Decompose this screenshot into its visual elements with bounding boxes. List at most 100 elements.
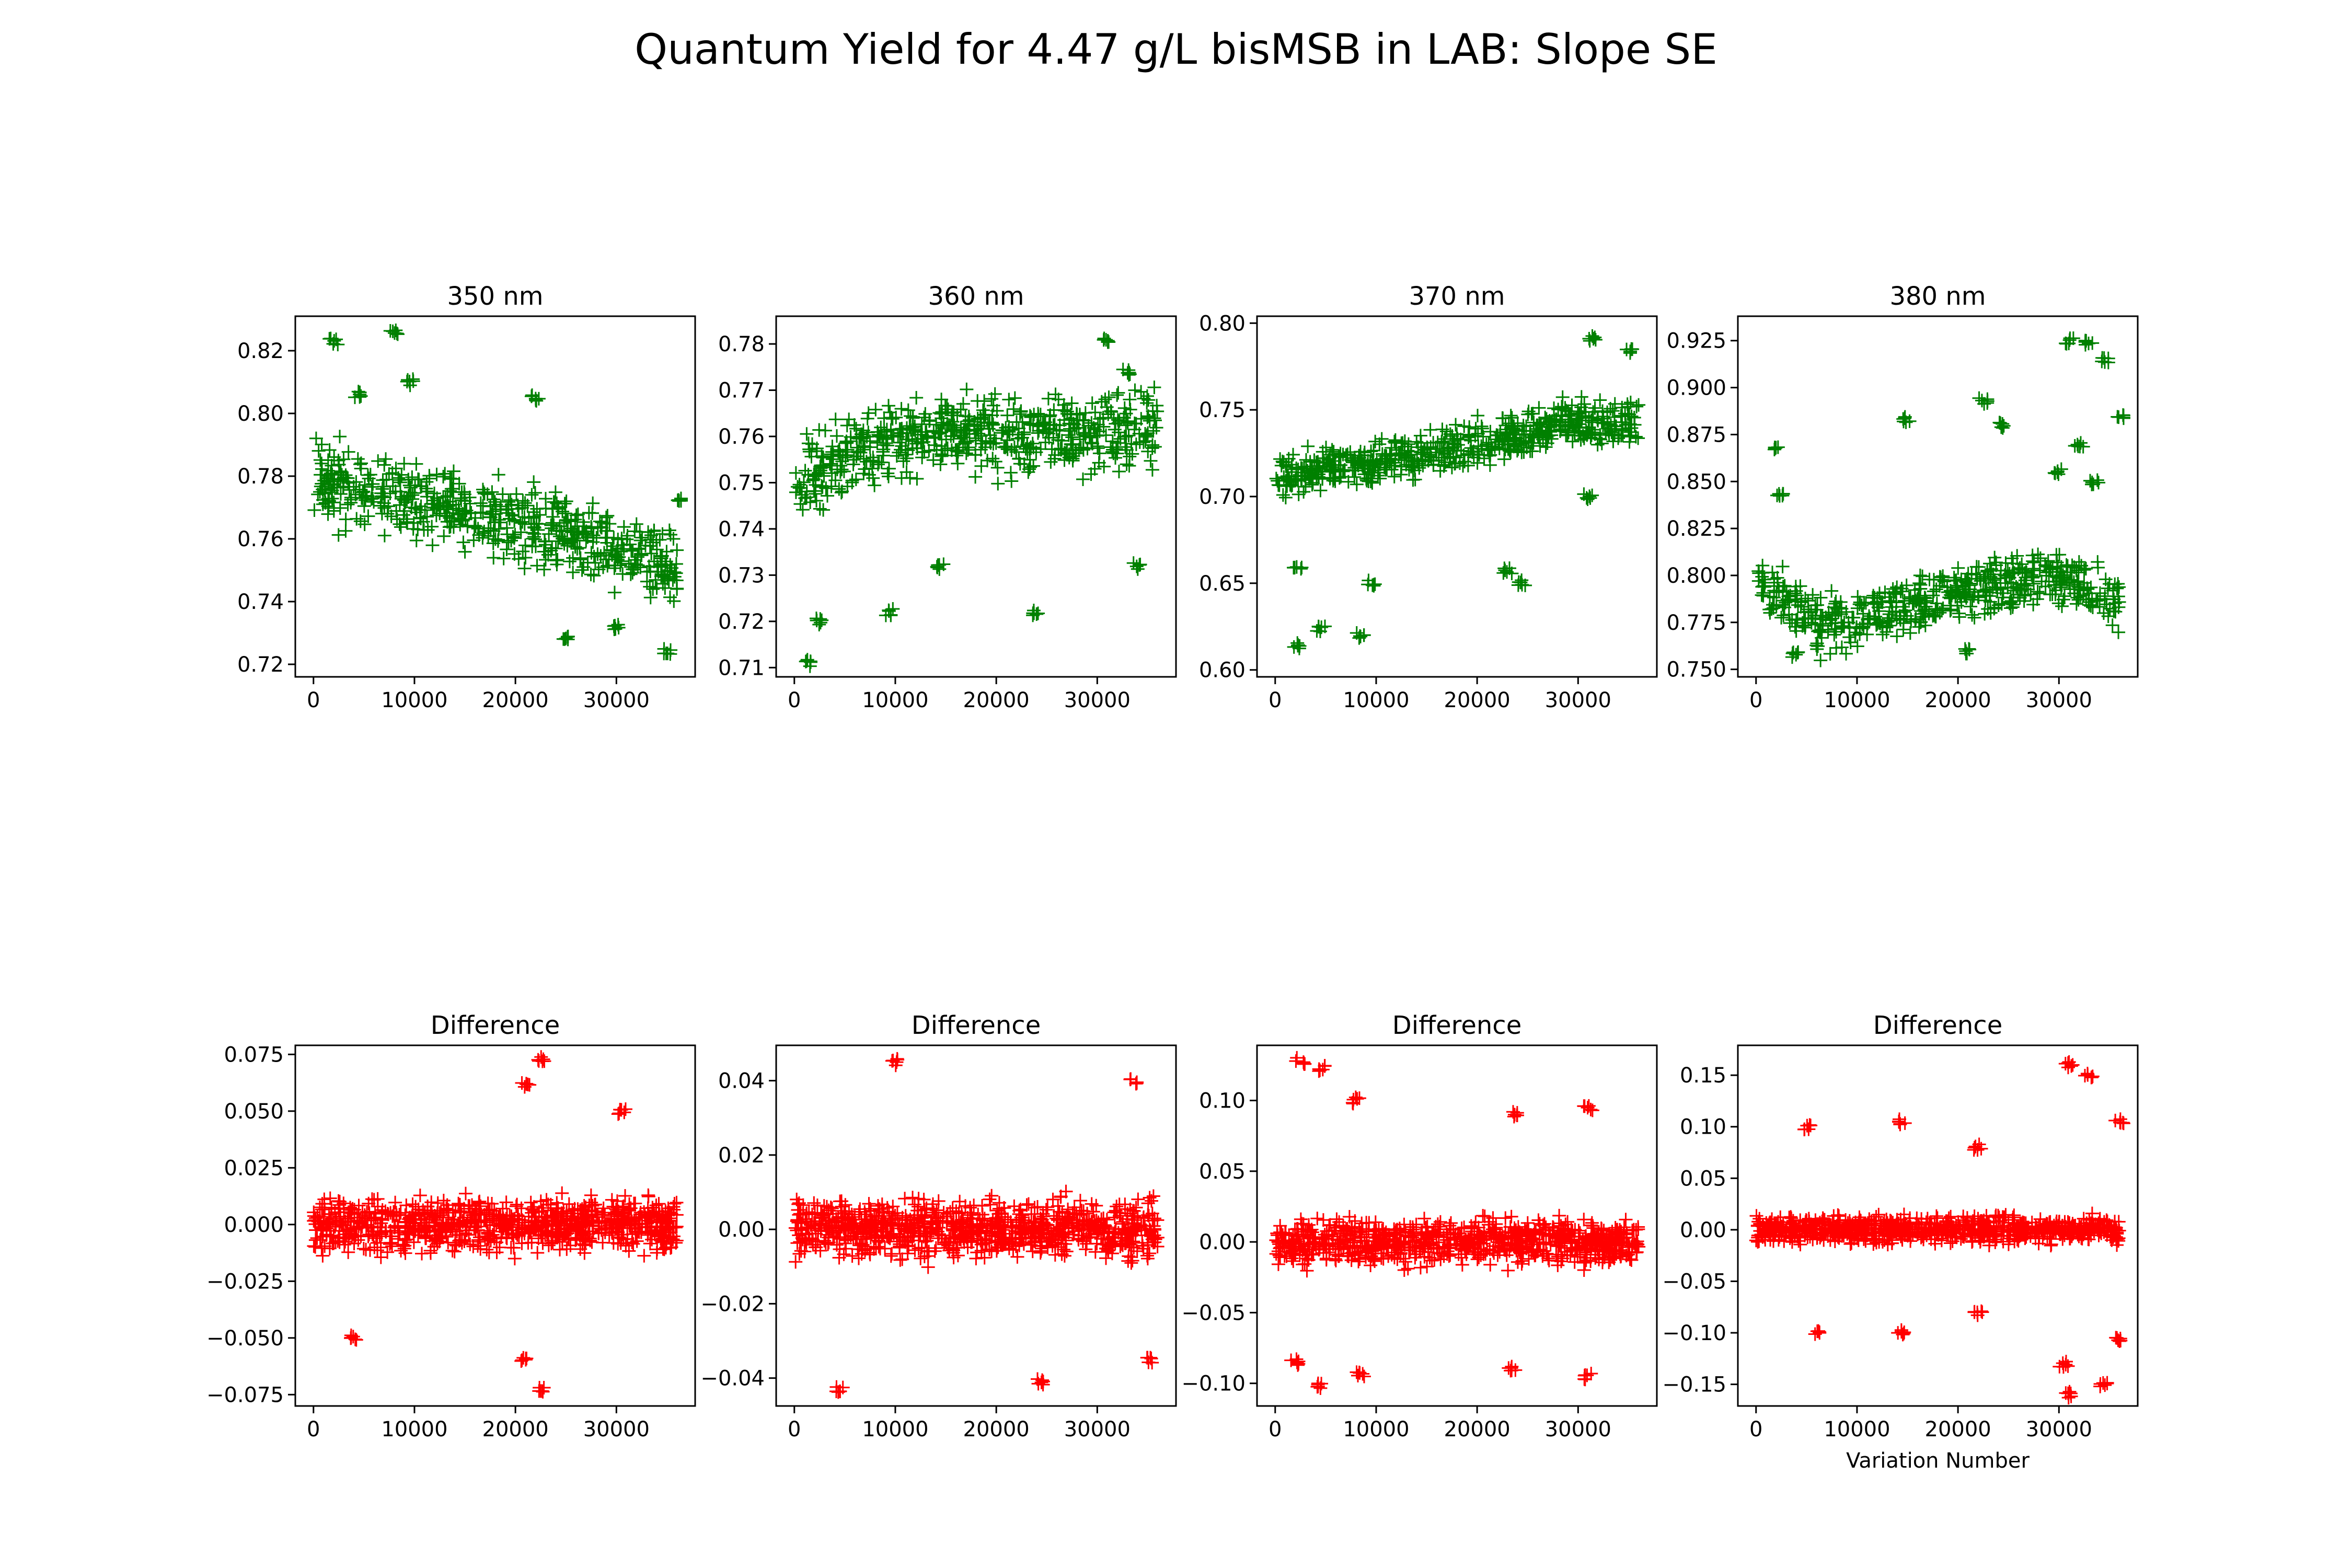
- data-point: [314, 468, 328, 482]
- data-point: [1137, 391, 1151, 406]
- data-point: [570, 542, 584, 556]
- y-tick-label: 0.74: [237, 590, 284, 614]
- data-point: [322, 443, 337, 457]
- x-tick-label: 0: [307, 1417, 320, 1442]
- data-point: [381, 499, 395, 513]
- data-point: [1108, 422, 1122, 436]
- data-point: [1084, 467, 1098, 481]
- data-point: [670, 573, 684, 587]
- data-point: [537, 562, 551, 577]
- data-point: [556, 504, 570, 518]
- x-tick-label: 20000: [1925, 688, 1991, 712]
- data-point: [1105, 434, 1120, 448]
- data-point: [790, 480, 804, 494]
- data-point: [331, 528, 345, 542]
- data-point: [828, 473, 843, 487]
- data-point: [564, 534, 579, 548]
- data-point: [533, 508, 547, 522]
- data-point: [1146, 424, 1160, 438]
- data-point: [1052, 393, 1066, 407]
- y-tick-label: 0.60: [1199, 659, 1246, 683]
- data-point: [412, 472, 426, 487]
- data-point: [406, 488, 420, 502]
- data-point: [810, 444, 824, 458]
- data-point: [1471, 409, 1485, 423]
- data-point: [546, 510, 560, 524]
- data-point: [894, 402, 908, 416]
- data-point: [963, 413, 977, 427]
- data-point: [603, 517, 617, 531]
- data-point: [816, 503, 831, 517]
- data-point: [1112, 465, 1126, 479]
- data-point: [971, 394, 985, 408]
- data-point: [512, 552, 526, 566]
- data-point: [838, 451, 852, 465]
- data-point: [446, 482, 460, 496]
- data-point: [856, 423, 870, 437]
- data-point: [566, 551, 580, 565]
- data-point: [616, 567, 630, 581]
- data-point: [810, 494, 824, 508]
- data-point: [846, 457, 860, 471]
- data-point: [327, 450, 341, 464]
- data-point: [457, 487, 471, 501]
- data-point: [530, 559, 544, 573]
- x-tick-label: 30000: [1064, 688, 1131, 712]
- data-point: [452, 503, 466, 517]
- data-point: [538, 538, 552, 552]
- subplot-title: Difference: [912, 1011, 1041, 1040]
- data-point: [409, 457, 423, 471]
- data-point: [801, 468, 815, 482]
- data-point: [386, 324, 400, 338]
- data-point: [1013, 407, 1027, 421]
- y-tick-label: 0.00: [718, 1218, 765, 1242]
- data-point: [1134, 385, 1148, 399]
- data-point: [929, 418, 943, 432]
- data-point: [1104, 440, 1118, 454]
- data-point: [419, 481, 433, 495]
- data-point: [1092, 424, 1106, 439]
- data-point: [1065, 396, 1079, 410]
- data-point: [572, 525, 586, 539]
- data-point: [607, 585, 621, 599]
- x-tick-label: 20000: [482, 688, 549, 712]
- data-point: [559, 494, 573, 509]
- data-point: [1055, 434, 1069, 448]
- data-point: [821, 489, 835, 503]
- data-point: [458, 512, 472, 526]
- data-point: [1081, 419, 1096, 433]
- data-point: [896, 454, 910, 468]
- data-point: [649, 533, 663, 547]
- data-point: [830, 429, 844, 443]
- data-point: [883, 405, 897, 419]
- data-point: [868, 478, 882, 492]
- data-point: [658, 581, 672, 595]
- data-point: [481, 529, 495, 543]
- data-point: [443, 471, 457, 486]
- x-tick-label: 20000: [482, 1417, 549, 1442]
- data-point: [341, 445, 355, 459]
- data-point: [948, 422, 962, 436]
- data-point: [510, 487, 524, 501]
- data-point: [667, 570, 682, 584]
- data-point: [834, 486, 848, 500]
- data-point: [337, 470, 351, 485]
- data-point: [1123, 393, 1137, 407]
- data-point: [801, 436, 815, 451]
- data-point: [1083, 426, 1098, 440]
- data-point: [830, 463, 844, 477]
- data-point: [860, 411, 874, 425]
- data-point: [525, 539, 539, 554]
- data-point: [333, 501, 347, 515]
- y-tick-label: 0.050: [224, 1100, 284, 1124]
- data-point: [314, 479, 328, 493]
- data-point: [607, 561, 621, 575]
- data-point: [935, 393, 949, 407]
- figure-title: Quantum Yield for 4.47 g/L bisMSB in LAB…: [635, 25, 1717, 74]
- data-point: [516, 544, 530, 558]
- x-tick-label: 0: [1749, 688, 1762, 712]
- data-point: [493, 515, 508, 529]
- data-point: [901, 443, 915, 457]
- data-point: [886, 602, 900, 616]
- data-point: [1076, 472, 1090, 486]
